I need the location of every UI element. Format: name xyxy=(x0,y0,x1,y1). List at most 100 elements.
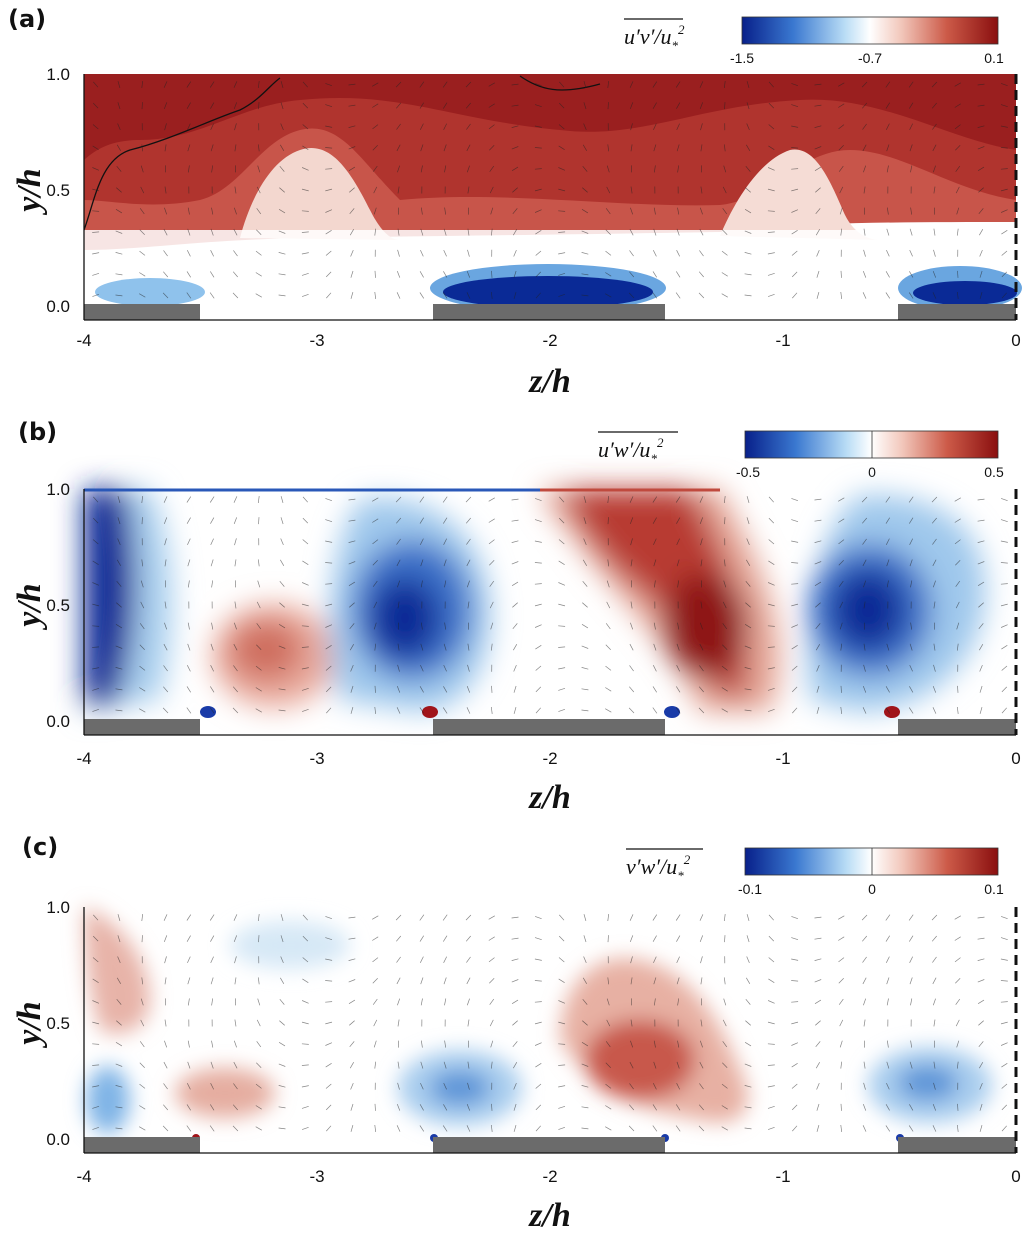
flow-vector xyxy=(117,123,121,131)
flow-vector xyxy=(629,1061,634,1069)
flow-vector xyxy=(534,104,542,108)
flow-vector xyxy=(350,270,354,278)
flow-vector xyxy=(979,249,983,257)
flow-vector xyxy=(909,271,914,278)
flow-vector xyxy=(325,147,333,149)
flow-vector xyxy=(511,979,519,983)
flow-vector xyxy=(278,252,286,255)
flow-vector xyxy=(652,496,658,503)
flow-vector xyxy=(792,292,798,299)
flow-vector xyxy=(558,978,565,983)
flow-vector xyxy=(977,937,985,940)
flow-vector xyxy=(325,498,333,502)
flow-vector xyxy=(92,1021,100,1025)
flow-vector xyxy=(443,686,448,693)
flow-vector xyxy=(489,145,495,151)
flow-vector xyxy=(558,145,565,150)
flow-vector xyxy=(745,165,751,172)
flow-vector xyxy=(653,559,657,567)
flow-vector xyxy=(301,708,309,712)
flow-vector xyxy=(420,228,424,236)
flow-vector xyxy=(581,209,589,214)
flow-vector xyxy=(558,957,565,963)
flow-vector xyxy=(513,707,517,714)
flow-vector xyxy=(443,1061,447,1069)
flow-vector xyxy=(839,1040,843,1048)
flow-vector xyxy=(511,916,519,919)
flow-vector xyxy=(767,210,775,212)
flow-vector xyxy=(978,602,984,608)
flow-vector xyxy=(163,643,168,651)
colorbar-c-title: v′w′/u*2 xyxy=(626,852,691,883)
flow-vector xyxy=(534,958,542,961)
flow-vector xyxy=(534,583,542,585)
flow-vector xyxy=(186,102,191,109)
flow-vector xyxy=(278,624,286,629)
flow-vector xyxy=(466,580,470,588)
panel-c-label: (c) xyxy=(22,833,58,861)
flow-vector xyxy=(630,207,634,215)
field-layer xyxy=(84,489,986,712)
flow-vector xyxy=(511,937,519,940)
flow-vector xyxy=(233,81,238,88)
flow-vector xyxy=(628,707,635,714)
x-tick-label: -2 xyxy=(542,331,557,350)
rough-strip xyxy=(898,719,1016,735)
flow-vector xyxy=(419,707,425,714)
axes-a: -4 -3 -2 -1 0 0.0 0.5 1.0 z/h y/h xyxy=(11,65,1021,400)
flow-vector xyxy=(582,602,588,608)
flow-vector xyxy=(302,560,309,565)
flow-vector xyxy=(301,293,309,297)
flow-vector xyxy=(957,1103,959,1111)
flow-vector xyxy=(863,1019,866,1027)
flow-vector xyxy=(886,559,890,567)
flow-vector xyxy=(512,602,518,608)
flow-vector xyxy=(162,707,169,714)
flow-vector xyxy=(699,81,704,88)
flow-vector xyxy=(141,517,143,525)
field-region xyxy=(84,74,1016,160)
flow-vector xyxy=(814,540,822,543)
flow-vector xyxy=(116,165,122,172)
flow-vector xyxy=(348,979,356,983)
flow-vector xyxy=(92,1085,100,1088)
corner-blob xyxy=(422,706,438,718)
x-tick-label: -1 xyxy=(775,331,790,350)
flow-vector xyxy=(723,81,726,89)
flow-vector xyxy=(186,1125,192,1132)
flow-vector xyxy=(535,1063,542,1068)
flow-vector xyxy=(676,686,681,693)
flow-vector xyxy=(583,517,587,525)
flow-vector xyxy=(302,102,309,109)
flow-vector xyxy=(629,81,634,88)
flow-vector xyxy=(397,228,400,236)
flow-vector xyxy=(209,707,215,714)
flow-vector xyxy=(443,664,447,672)
flow-vector xyxy=(444,622,447,630)
flow-vector xyxy=(534,125,542,128)
flow-vector xyxy=(791,645,798,650)
flow-vector xyxy=(488,103,495,108)
flow-vector xyxy=(348,519,356,522)
flow-vector xyxy=(652,665,657,672)
flow-vector xyxy=(187,165,190,173)
flow-vector xyxy=(396,292,401,299)
flow-vector xyxy=(862,292,867,299)
flow-vector xyxy=(163,228,168,236)
flow-vector xyxy=(932,707,937,714)
flow-vector xyxy=(767,188,775,192)
flow-vector xyxy=(466,538,471,545)
flow-vector xyxy=(92,582,100,586)
flow-vector xyxy=(325,562,333,564)
flow-vector xyxy=(301,167,309,171)
flow-vector xyxy=(838,998,844,1005)
flow-vector xyxy=(210,1104,215,1111)
flow-vector xyxy=(909,228,913,236)
flow-vector xyxy=(885,102,890,109)
rough-strip xyxy=(898,304,1016,320)
flow-vector xyxy=(186,914,192,921)
flow-vector xyxy=(419,81,425,88)
flow-vector xyxy=(931,496,938,503)
flow-vector xyxy=(210,665,215,672)
flow-vector xyxy=(141,102,143,110)
